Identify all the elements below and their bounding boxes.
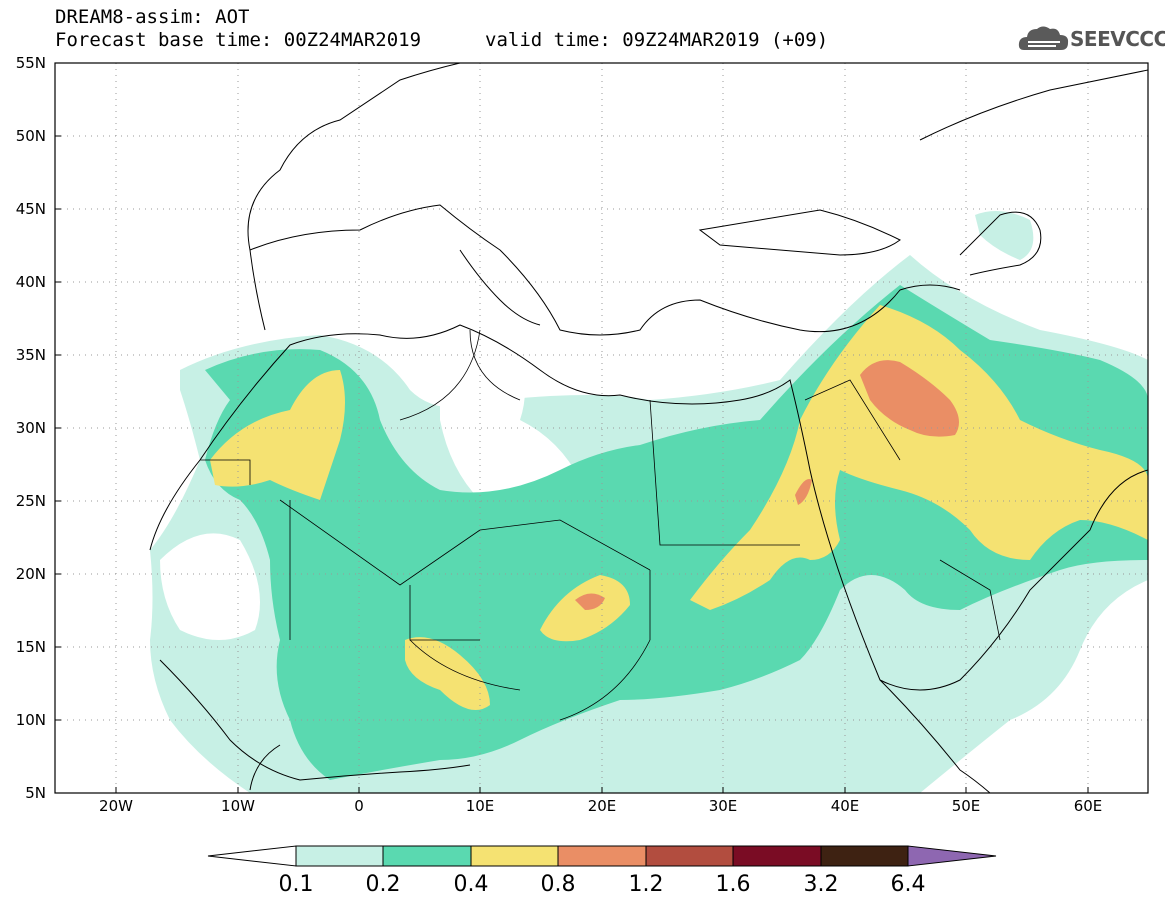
colorbar-swatch — [382, 845, 472, 867]
lat-label: 50N — [15, 127, 46, 145]
coastlines — [149, 63, 1148, 793]
axis-ticks — [55, 62, 1089, 793]
colorbar-label: 1.6 — [715, 872, 751, 897]
seevccc-logo: SEEVCCC — [1018, 22, 1165, 58]
cloud-icon — [1018, 26, 1069, 50]
lon-label: 30E — [708, 797, 738, 815]
colorbar-high-arrow — [907, 845, 997, 867]
lat-label: 5N — [25, 784, 46, 802]
lat-label: 45N — [15, 200, 46, 218]
aot-contour-0.1 — [975, 211, 1034, 260]
colorbar-label: 0.8 — [540, 872, 576, 897]
colorbar-label: 6.4 — [890, 872, 926, 897]
lon-label: 10E — [465, 797, 495, 815]
forecast-base-time: Forecast base time: 00Z24MAR2019 — [55, 29, 422, 51]
borders — [200, 329, 1001, 721]
lat-label: 30N — [15, 419, 46, 437]
lon-label: 20W — [99, 797, 133, 815]
aot-contour-0.4 — [690, 305, 1148, 610]
lon-label: 60E — [1073, 797, 1103, 815]
lat-label: 40N — [15, 273, 46, 291]
valid-time: valid time: 09Z24MAR2019 (+09) — [485, 29, 829, 51]
aot-contour-0.4 — [210, 370, 345, 500]
colorbar-low-arrow — [207, 845, 297, 867]
aot-contour-0.8 — [860, 360, 959, 437]
colorbar-swatch — [470, 845, 559, 867]
colorbar-swatch — [732, 845, 822, 867]
colorbar-swatch — [557, 845, 647, 867]
map-title: DREAM8-assim: AOT — [55, 6, 250, 28]
colorbar-label: 1.2 — [628, 872, 664, 897]
lon-label: 50E — [951, 797, 981, 815]
logo-text: SEEVCCC — [1070, 27, 1165, 51]
aot-field — [150, 211, 1148, 793]
colorbar-swatch — [820, 845, 909, 867]
gridlines — [55, 63, 1148, 793]
lat-label: 35N — [15, 346, 46, 364]
lon-label: 0 — [354, 797, 364, 815]
colorbar-swatch — [645, 845, 734, 867]
colorbar-label: 0.2 — [365, 872, 401, 897]
lat-label: 25N — [15, 492, 46, 510]
aot-contour-0.8 — [795, 479, 812, 505]
lat-label: 10N — [15, 711, 46, 729]
lon-label: 10W — [221, 797, 255, 815]
aot-clear-area — [160, 533, 260, 640]
colorbar-swatch — [295, 845, 384, 867]
lat-label: 15N — [15, 638, 46, 656]
aot-clear-area — [440, 357, 580, 507]
aot-contour-0.4 — [405, 637, 490, 710]
colorbar — [207, 845, 997, 867]
lon-label: 20E — [587, 797, 617, 815]
lat-label: 20N — [15, 565, 46, 583]
colorbar-label: 0.4 — [453, 872, 489, 897]
colorbar-label: 3.2 — [803, 872, 839, 897]
lat-label: 55N — [15, 54, 46, 72]
colorbar-label: 0.1 — [278, 872, 314, 897]
aot-contour-0.8 — [575, 593, 605, 610]
lon-label: 40E — [830, 797, 860, 815]
